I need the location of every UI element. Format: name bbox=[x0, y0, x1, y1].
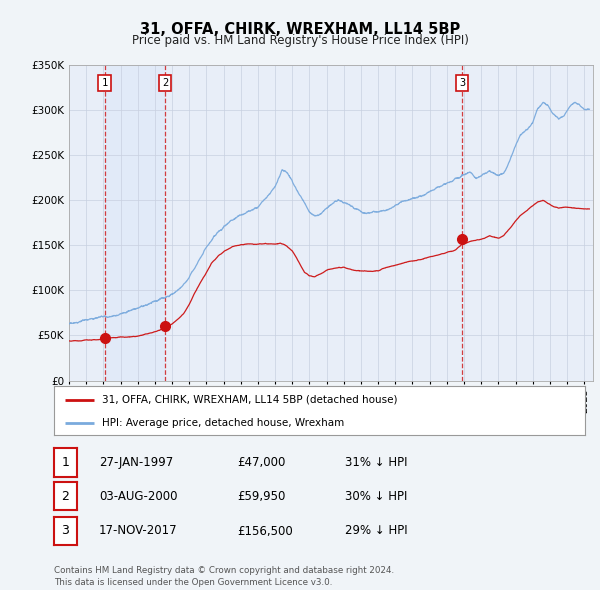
Text: Contains HM Land Registry data © Crown copyright and database right 2024.
This d: Contains HM Land Registry data © Crown c… bbox=[54, 566, 394, 587]
Bar bbox=[104, 65, 165, 381]
Text: 31, OFFA, CHIRK, WREXHAM, LL14 5BP: 31, OFFA, CHIRK, WREXHAM, LL14 5BP bbox=[140, 22, 460, 37]
Text: 1: 1 bbox=[61, 456, 70, 469]
Text: 1: 1 bbox=[101, 78, 107, 88]
Text: 31% ↓ HPI: 31% ↓ HPI bbox=[345, 456, 407, 469]
Text: 3: 3 bbox=[61, 525, 70, 537]
Text: 2: 2 bbox=[61, 490, 70, 503]
Text: 30% ↓ HPI: 30% ↓ HPI bbox=[345, 490, 407, 503]
Text: 17-NOV-2017: 17-NOV-2017 bbox=[99, 525, 178, 537]
Text: £47,000: £47,000 bbox=[237, 456, 286, 469]
Text: 03-AUG-2000: 03-AUG-2000 bbox=[99, 490, 178, 503]
Text: 27-JAN-1997: 27-JAN-1997 bbox=[99, 456, 173, 469]
Text: 2: 2 bbox=[162, 78, 168, 88]
Text: £156,500: £156,500 bbox=[237, 525, 293, 537]
Text: £59,950: £59,950 bbox=[237, 490, 286, 503]
Text: 3: 3 bbox=[459, 78, 465, 88]
Text: Price paid vs. HM Land Registry's House Price Index (HPI): Price paid vs. HM Land Registry's House … bbox=[131, 34, 469, 47]
Text: 29% ↓ HPI: 29% ↓ HPI bbox=[345, 525, 407, 537]
Text: 31, OFFA, CHIRK, WREXHAM, LL14 5BP (detached house): 31, OFFA, CHIRK, WREXHAM, LL14 5BP (deta… bbox=[102, 395, 397, 405]
Text: HPI: Average price, detached house, Wrexham: HPI: Average price, detached house, Wrex… bbox=[102, 418, 344, 428]
